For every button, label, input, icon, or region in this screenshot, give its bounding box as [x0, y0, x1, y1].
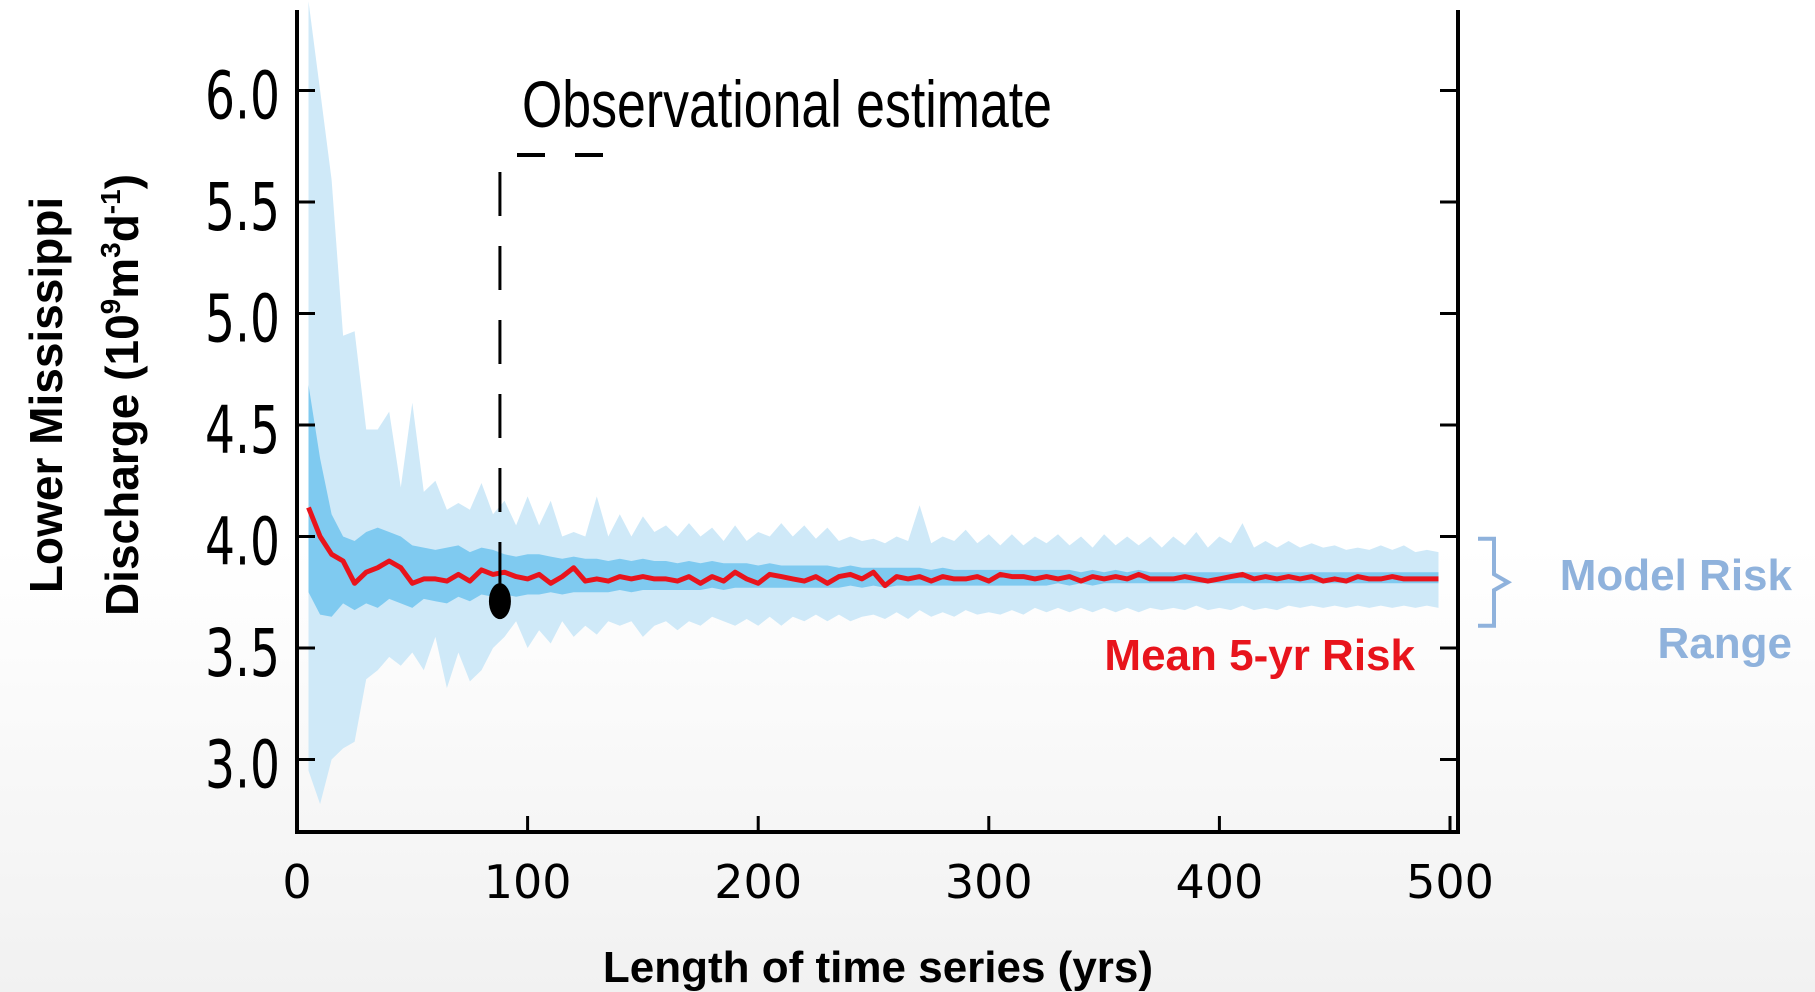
x-tick-label: 0 [282, 855, 311, 909]
x-tick-label: 400 [1175, 855, 1263, 909]
marks [488, 153, 1513, 628]
axes [295, 10, 1460, 834]
y-tick-label: 5.0 [205, 281, 280, 358]
y-axis-label-line2: Discharge (109m3d-1) [95, 174, 148, 616]
x-tick-label: 100 [484, 855, 572, 909]
mean-risk-label: Mean 5-yr Risk [1104, 631, 1415, 680]
x-tick-label: 300 [945, 855, 1033, 909]
y-tick-label: 4.5 [205, 392, 280, 469]
risk-range-bracket [1478, 536, 1513, 628]
y-tick-label: 4.0 [205, 504, 280, 581]
inner-risk-band [308, 384, 1439, 617]
y-tick-label: 3.0 [205, 727, 280, 804]
bands [306, 1, 1439, 805]
y-tick-label: 6.0 [205, 58, 280, 135]
x-tick-label: 500 [1406, 855, 1494, 909]
ticks: 3.0 3.5 4.0 4.5 5.0 5.5 6.0 0 100 200 300 400 500 [205, 58, 1494, 910]
y-axis-label-line1: Lower Mississippi [20, 197, 72, 593]
observational-point [488, 583, 511, 620]
model-risk-range-label-line2: Range [1658, 619, 1792, 668]
mean-line [306, 506, 1439, 589]
y-tick-label: 5.5 [205, 169, 280, 246]
x-tick-label: 200 [714, 855, 802, 909]
y-tick-label: 3.5 [205, 615, 280, 692]
x-axis-label: Length of time series (yrs) [603, 943, 1153, 992]
outer-risk-band [308, 1, 1439, 805]
model-risk-range-label-line1: Model Risk [1560, 551, 1793, 600]
observational-estimate-label: Observational estimate [522, 67, 1052, 141]
